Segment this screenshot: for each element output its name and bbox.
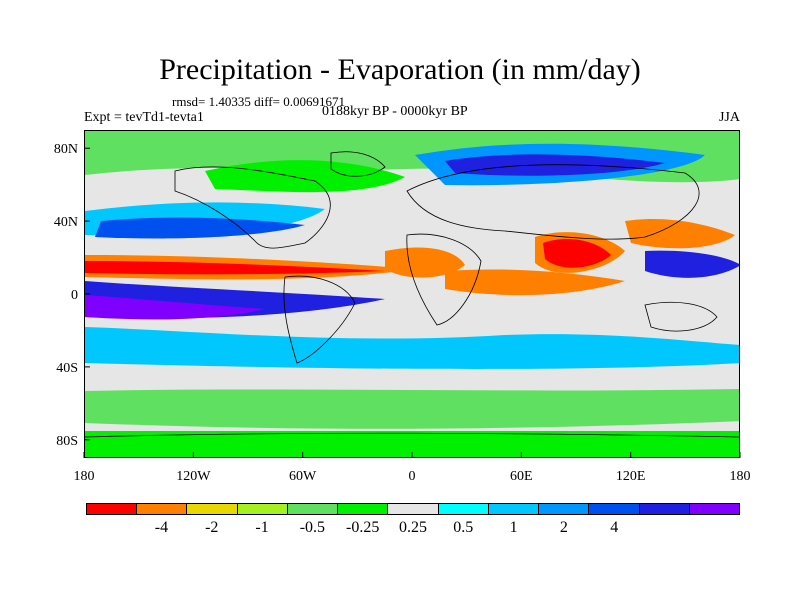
colorbar-swatch: [237, 504, 288, 514]
x-tick-label: 60W: [289, 469, 317, 484]
south-pacific-purple: [85, 295, 265, 320]
southern-ocean-green: [85, 389, 739, 429]
north-america-coast: [174, 166, 331, 249]
maritime-blue: [645, 250, 739, 278]
colorbar-swatch: [287, 504, 339, 514]
india-red: [543, 239, 611, 268]
colorbar-label: -0.5: [299, 519, 326, 536]
x-tick-label: 120E: [616, 469, 646, 484]
colorbar-swatch: [689, 504, 740, 514]
australia-coast: [644, 301, 718, 332]
colorbar-swatch: [137, 504, 188, 514]
colorbar-swatch: [639, 504, 690, 514]
map-canvas: [85, 131, 739, 457]
colorbar-swatch: [539, 504, 590, 514]
y-tick-label: 40S: [56, 361, 78, 376]
west-pacific-orange: [625, 218, 735, 249]
x-tick-label: 180: [730, 469, 751, 484]
itcz-north-red: [85, 261, 385, 275]
colorbar-label: 2: [559, 519, 568, 536]
x-tick-label: 0: [409, 469, 416, 484]
west-africa-orange: [385, 247, 465, 278]
southern-ocean-cyan: [85, 327, 739, 369]
contour-fields: [85, 131, 739, 457]
colorbar-label: 0.25: [399, 519, 427, 536]
chart-title: Precipitation - Evaporation (in mm/day): [159, 53, 641, 86]
x-tick-label: 60E: [510, 469, 533, 484]
map-panel: [84, 130, 740, 458]
y-tick-label: 80S: [56, 434, 78, 449]
south-america-coast: [283, 275, 356, 364]
colorbar-label: -4: [154, 519, 169, 536]
colorbar-label: 0.5: [453, 519, 474, 536]
colorbar-swatch: [438, 504, 489, 514]
period-label: 0188kyr BP - 0000kyr BP: [322, 104, 468, 119]
colorbar-swatch: [187, 504, 238, 514]
season-label: JJA: [718, 110, 740, 125]
stats-line: rmsd= 1.40335 diff= 0.00691671: [172, 94, 345, 109]
antarctic-green-band: [85, 431, 739, 457]
experiment-label: Expt = tevTd1-tevta1: [84, 110, 204, 125]
colorbar: [86, 503, 740, 515]
coastlines: [85, 151, 739, 438]
colorbar-swatch: [87, 504, 138, 514]
colorbar-swatch: [338, 504, 389, 514]
colorbar-label: -1: [255, 519, 269, 536]
y-tick-label: 0: [71, 288, 78, 303]
colorbar-swatch: [388, 504, 439, 514]
antarctica-coast: [85, 432, 739, 438]
y-tick-label: 40N: [54, 215, 78, 230]
colorbar-label: -2: [205, 519, 219, 536]
greenland-coast: [330, 151, 386, 177]
indian-ocean-orange: [445, 269, 625, 296]
colorbar-swatch: [488, 504, 540, 514]
africa-coast: [406, 233, 482, 326]
y-tick-label: 80N: [54, 142, 78, 157]
north-atlantic-green: [205, 160, 405, 193]
colorbar-label: -0.25: [346, 519, 380, 536]
north-pacific-blue: [95, 217, 305, 239]
x-tick-label: 120W: [176, 469, 211, 484]
eurasia-deep-blue: [445, 154, 665, 176]
colorbar-label: 1: [509, 519, 518, 536]
x-tick-label: 180: [74, 469, 95, 484]
colorbar-swatch: [589, 504, 640, 514]
colorbar-label: 4: [610, 519, 619, 536]
eurasia-coast: [406, 164, 700, 240]
